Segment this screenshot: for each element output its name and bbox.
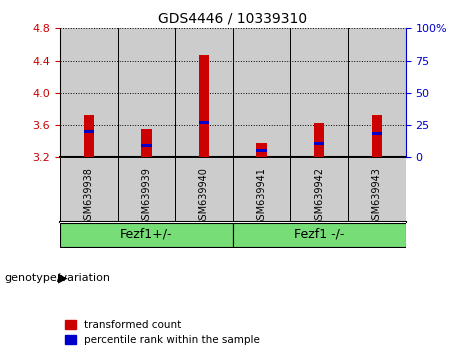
Bar <box>290 158 348 222</box>
Text: GSM639939: GSM639939 <box>142 167 151 226</box>
Bar <box>372 115 382 158</box>
Bar <box>348 28 406 158</box>
Text: Fezf1+/-: Fezf1+/- <box>120 228 172 241</box>
Bar <box>60 223 233 246</box>
Bar <box>83 130 94 133</box>
Text: GSM639943: GSM639943 <box>372 167 382 226</box>
Bar <box>175 28 233 158</box>
Bar <box>60 28 118 158</box>
Text: GSM639942: GSM639942 <box>314 167 324 226</box>
Bar <box>290 28 348 158</box>
Bar <box>256 143 267 158</box>
Bar <box>372 132 382 135</box>
Bar <box>83 115 94 158</box>
Bar <box>199 121 209 124</box>
Bar <box>256 149 267 152</box>
Bar <box>141 144 152 147</box>
Bar <box>233 158 290 222</box>
Bar <box>118 158 175 222</box>
Bar <box>233 223 406 246</box>
Text: GSM639940: GSM639940 <box>199 167 209 226</box>
Bar <box>348 158 406 222</box>
Text: Fezf1 -/-: Fezf1 -/- <box>294 228 344 241</box>
Bar <box>118 28 175 158</box>
Bar <box>314 142 325 145</box>
Legend: transformed count, percentile rank within the sample: transformed count, percentile rank withi… <box>65 320 260 345</box>
Text: genotype/variation: genotype/variation <box>5 273 111 283</box>
Bar <box>233 28 290 158</box>
Text: ▶: ▶ <box>58 272 67 284</box>
Bar <box>199 55 209 158</box>
Bar <box>314 123 325 158</box>
Bar <box>175 158 233 222</box>
Text: GSM639941: GSM639941 <box>257 167 266 226</box>
Bar <box>60 158 118 222</box>
Bar <box>141 129 152 158</box>
Text: GSM639938: GSM639938 <box>84 167 94 226</box>
Title: GDS4446 / 10339310: GDS4446 / 10339310 <box>158 12 307 26</box>
